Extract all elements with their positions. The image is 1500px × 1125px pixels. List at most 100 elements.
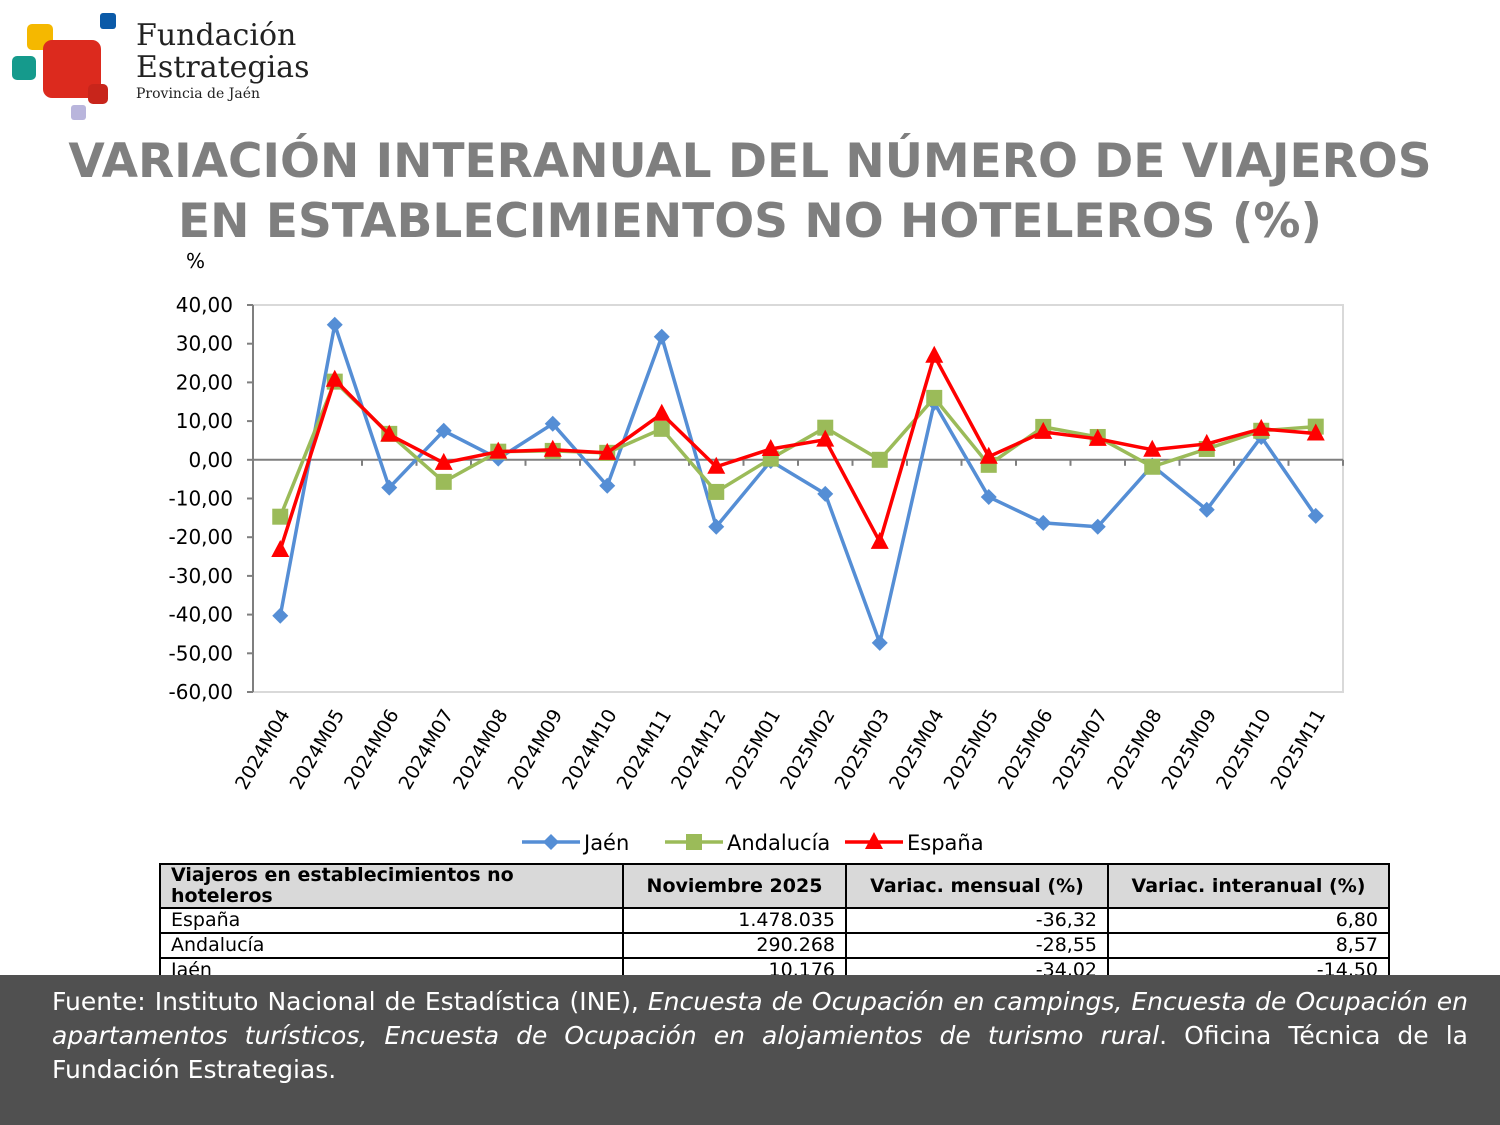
footer-prefix: Fuente: Instituto Nacional de Estadístic… bbox=[52, 987, 648, 1016]
x-tick-label: 2024M12 bbox=[667, 706, 731, 794]
y-axis-label: % bbox=[186, 249, 205, 273]
data-point bbox=[1088, 428, 1107, 446]
data-point bbox=[434, 452, 453, 470]
footer-suffix: . Oficina Técnica de la Fundación Estrat… bbox=[52, 1021, 1468, 1084]
data-point bbox=[708, 518, 725, 535]
data-point bbox=[489, 441, 508, 459]
x-tick-label: 2024M05 bbox=[286, 706, 350, 794]
legend-label: Jaén bbox=[582, 831, 629, 855]
col-header: Variac. interanual (%) bbox=[1107, 863, 1390, 909]
data-point bbox=[1089, 518, 1106, 535]
data-point bbox=[1144, 458, 1161, 475]
data-point bbox=[271, 539, 290, 557]
data-point bbox=[381, 479, 398, 496]
series-line bbox=[278, 353, 1316, 551]
data-point bbox=[761, 438, 780, 456]
y-tick-label: -20,00 bbox=[169, 525, 233, 549]
cell: 290.268 bbox=[622, 932, 847, 959]
data-point bbox=[272, 607, 289, 624]
plot-area bbox=[252, 304, 1344, 693]
data-point bbox=[1035, 514, 1052, 531]
data-point bbox=[1197, 433, 1216, 451]
x-tick-label: 2025M11 bbox=[1267, 706, 1331, 794]
logo-line3: Provincia de Jaén bbox=[136, 86, 261, 102]
x-tick-label: 2025M06 bbox=[994, 706, 1058, 794]
legend-item: Andalucía bbox=[665, 831, 830, 855]
data-point bbox=[544, 415, 561, 432]
logo: Fundación Estrategias Provincia de Jaén bbox=[10, 10, 310, 122]
data-point bbox=[1306, 423, 1325, 441]
y-tick-label: -40,00 bbox=[169, 603, 233, 627]
x-tick-label: 2025M03 bbox=[831, 706, 895, 794]
data-point bbox=[707, 456, 726, 474]
x-tick-label: 2025M09 bbox=[1158, 706, 1222, 794]
col-header: Viajeros en establecimientos no hotelero… bbox=[159, 863, 624, 909]
y-tick-label: -60,00 bbox=[169, 680, 233, 704]
x-tick-label: 2025M07 bbox=[1049, 706, 1113, 794]
x-tick-label: 2025M08 bbox=[1103, 706, 1167, 794]
x-tick-label: 2024M08 bbox=[449, 706, 513, 794]
data-point bbox=[816, 429, 835, 447]
x-tick-label: 2025M10 bbox=[1212, 706, 1276, 794]
data-point bbox=[598, 442, 617, 460]
summary-table: Viajeros en establecimientos no hotelero… bbox=[159, 863, 1390, 984]
data-point bbox=[926, 389, 943, 406]
footer-italic: Encuesta de Ocupación en campings, Encue… bbox=[52, 987, 1468, 1050]
data-point bbox=[1252, 418, 1271, 436]
data-point bbox=[435, 422, 452, 439]
data-point bbox=[1307, 507, 1324, 524]
legend-label: Andalucía bbox=[727, 831, 830, 855]
data-point bbox=[653, 328, 670, 345]
cell: 8,57 bbox=[1107, 932, 1390, 959]
data-point bbox=[272, 508, 289, 525]
x-tick-label: 2025M04 bbox=[885, 706, 949, 794]
series-line bbox=[278, 322, 1318, 645]
col-header: Variac. mensual (%) bbox=[845, 863, 1109, 909]
col-header: Noviembre 2025 bbox=[622, 863, 847, 909]
legend-marker bbox=[543, 834, 559, 850]
logo-line2: Estrategias bbox=[136, 50, 310, 85]
table-header-row: Viajeros en establecimientos no hotelero… bbox=[159, 863, 1390, 909]
cell: -36,32 bbox=[845, 907, 1109, 934]
y-tick-label: 0,00 bbox=[188, 448, 233, 472]
data-point bbox=[652, 403, 671, 421]
table-row: Andalucía 290.268 -28,55 8,57 bbox=[159, 932, 1390, 959]
x-tick-label: 2025M02 bbox=[776, 706, 840, 794]
line-chart: % 40,00 30,00 20,00 10,00 0,00 -10,00 -20,00 -30… bbox=[169, 249, 1344, 855]
data-point bbox=[380, 424, 399, 442]
x-tick-label: 2024M09 bbox=[504, 706, 568, 794]
data-point bbox=[325, 369, 344, 387]
page-title: VARIACIÓN INTERANUAL DEL NÚMERO DE VIAJE… bbox=[0, 132, 1500, 252]
x-tick-label: 2024M04 bbox=[231, 706, 295, 794]
cell: 1.478.035 bbox=[622, 907, 847, 934]
y-tick-label: 10,00 bbox=[176, 409, 233, 433]
x-tick-label: 2024M11 bbox=[613, 706, 677, 794]
data-point bbox=[817, 485, 834, 502]
title-line2: EN ESTABLECIMIENTOS NO HOTELEROS (%) bbox=[178, 194, 1322, 249]
data-point bbox=[326, 316, 343, 333]
legend-label: España bbox=[907, 831, 984, 855]
data-point bbox=[435, 473, 452, 490]
cell: 6,80 bbox=[1107, 907, 1390, 934]
y-tick-label: -50,00 bbox=[169, 641, 233, 665]
legend-item: Jaén bbox=[522, 831, 629, 855]
data-point bbox=[1198, 501, 1215, 518]
table-row: España 1.478.035 -36,32 6,80 bbox=[159, 907, 1390, 934]
title-line1: VARIACIÓN INTERANUAL DEL NÚMERO DE VIAJE… bbox=[68, 134, 1432, 189]
data-point bbox=[653, 420, 670, 437]
data-point bbox=[979, 446, 998, 464]
data-point bbox=[925, 345, 944, 363]
logo-line1: Fundación bbox=[136, 18, 297, 53]
cell: España bbox=[159, 907, 624, 934]
data-point bbox=[599, 477, 616, 494]
cell: -28,55 bbox=[845, 932, 1109, 959]
legend-item: España bbox=[845, 831, 984, 855]
data-point bbox=[871, 634, 888, 651]
y-tick-label: -10,00 bbox=[169, 487, 233, 511]
cell: Andalucía bbox=[159, 932, 624, 959]
legend-marker bbox=[686, 834, 702, 850]
x-tick-label: 2025M01 bbox=[722, 706, 786, 794]
series-españa bbox=[271, 345, 1325, 557]
source-footer: Fuente: Instituto Nacional de Estadístic… bbox=[0, 975, 1500, 1125]
data-point bbox=[1143, 439, 1162, 457]
